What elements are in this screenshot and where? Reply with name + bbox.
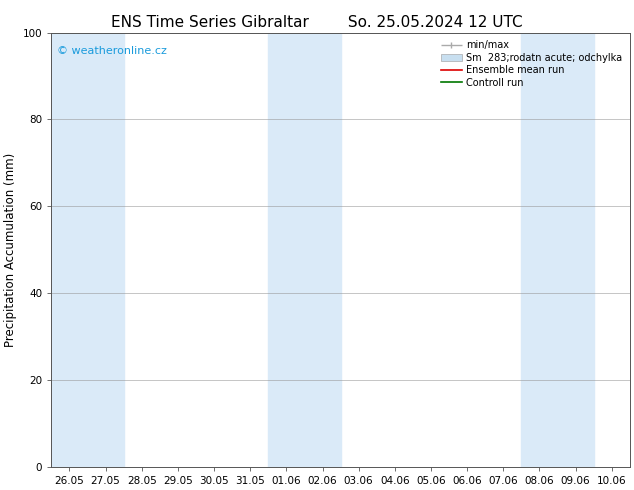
Bar xyxy=(521,33,593,467)
Y-axis label: Precipitation Accumulation (mm): Precipitation Accumulation (mm) xyxy=(4,152,17,347)
Text: ENS Time Series Gibraltar        So. 25.05.2024 12 UTC: ENS Time Series Gibraltar So. 25.05.2024… xyxy=(111,15,523,30)
Bar xyxy=(268,33,340,467)
Legend: min/max, Sm  283;rodatn acute; odchylka, Ensemble mean run, Controll run: min/max, Sm 283;rodatn acute; odchylka, … xyxy=(437,38,625,91)
Text: © weatheronline.cz: © weatheronline.cz xyxy=(57,46,167,56)
Bar xyxy=(51,33,124,467)
